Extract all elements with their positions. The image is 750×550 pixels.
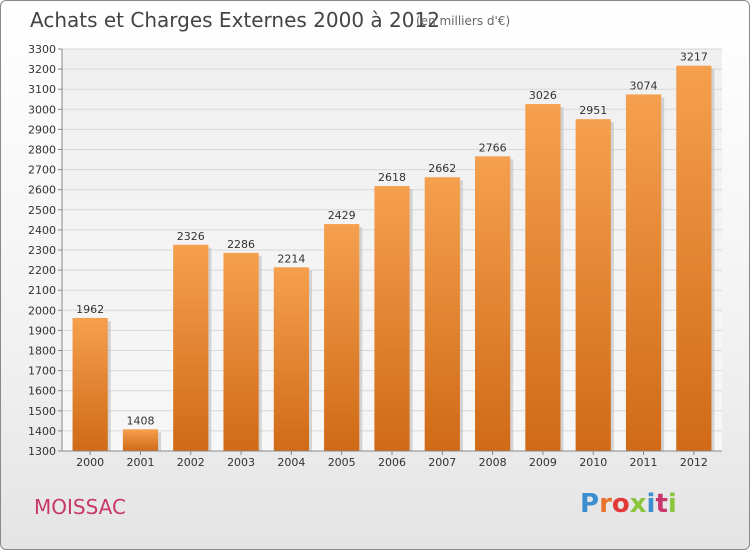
y-tick-label: 2600: [28, 184, 56, 197]
data-label: 2766: [479, 141, 507, 154]
logo-letter: P: [580, 489, 600, 519]
data-label: 2429: [328, 209, 356, 222]
bar: [475, 156, 511, 452]
x-tick-label: 2006: [378, 456, 406, 469]
data-label: 2286: [227, 238, 255, 251]
chart-title: Achats et Charges Externes 2000 à 2012: [30, 8, 440, 32]
logo-letter: i: [667, 489, 677, 519]
y-tick-label: 2700: [28, 164, 56, 177]
y-tick-label: 2400: [28, 224, 56, 237]
data-label: 2214: [277, 252, 305, 265]
bar: [374, 186, 410, 451]
x-tick-label: 2005: [328, 456, 356, 469]
bar: [625, 94, 662, 452]
y-tick-label: 1500: [28, 405, 56, 418]
data-label: 2662: [428, 162, 456, 175]
x-tick-label: 2003: [227, 456, 255, 469]
y-tick-label: 1700: [28, 365, 56, 378]
y-tick-label: 2500: [28, 204, 56, 217]
y-tick-label: 1300: [28, 445, 56, 458]
y-tick-label: 3200: [28, 63, 56, 76]
data-label: 3074: [630, 79, 658, 92]
logo-letter: t: [655, 489, 668, 519]
x-tick-label: 2008: [479, 456, 507, 469]
bar: [676, 65, 712, 452]
data-label: 2951: [579, 104, 607, 117]
chart-subtitle: (en milliers d'€): [416, 14, 511, 28]
y-tick-label: 3100: [28, 83, 56, 96]
logo-letter: o: [611, 489, 630, 519]
bar: [173, 244, 209, 451]
x-tick-label: 2007: [428, 456, 456, 469]
bar: [273, 267, 309, 451]
y-tick-label: 1800: [28, 345, 56, 358]
x-tick-label: 2004: [277, 456, 305, 469]
y-tick-label: 2300: [28, 244, 56, 257]
y-tick-label: 1900: [28, 324, 56, 337]
bar: [122, 429, 159, 451]
y-tick-label: 2200: [28, 264, 56, 277]
data-label: 1962: [76, 303, 104, 316]
y-tick-label: 2000: [28, 304, 56, 317]
bar: [525, 104, 561, 451]
bar: [575, 119, 611, 452]
x-tick-label: 2009: [529, 456, 557, 469]
data-label: 3217: [680, 51, 708, 64]
x-tick-label: 2012: [680, 456, 708, 469]
bar: [324, 224, 360, 451]
y-tick-label: 2800: [28, 144, 56, 157]
data-label: 1408: [126, 414, 154, 427]
bar: [424, 177, 460, 451]
data-label: 2618: [378, 171, 406, 184]
data-label: 2326: [177, 230, 205, 243]
y-tick-label: 3000: [28, 103, 56, 116]
logo-letter: x: [629, 489, 647, 519]
logo-letter: i: [646, 489, 656, 519]
x-tick-label: 2001: [126, 456, 154, 469]
y-tick-label: 3300: [28, 43, 56, 56]
y-tick-label: 2100: [28, 284, 56, 297]
logo-letter: r: [599, 489, 612, 519]
x-tick-label: 2011: [630, 456, 658, 469]
y-tick-label: 1400: [28, 425, 56, 438]
x-tick-label: 2002: [177, 456, 205, 469]
x-tick-label: 2000: [76, 456, 104, 469]
x-tick-label: 2010: [579, 456, 607, 469]
proxiti-logo: Proxiti: [580, 489, 677, 519]
bar: [72, 317, 108, 451]
bar: [223, 252, 259, 451]
y-tick-label: 2900: [28, 123, 56, 136]
city-name: MOISSAC: [34, 495, 126, 519]
y-tick-label: 1600: [28, 385, 56, 398]
data-label: 3026: [529, 89, 557, 102]
